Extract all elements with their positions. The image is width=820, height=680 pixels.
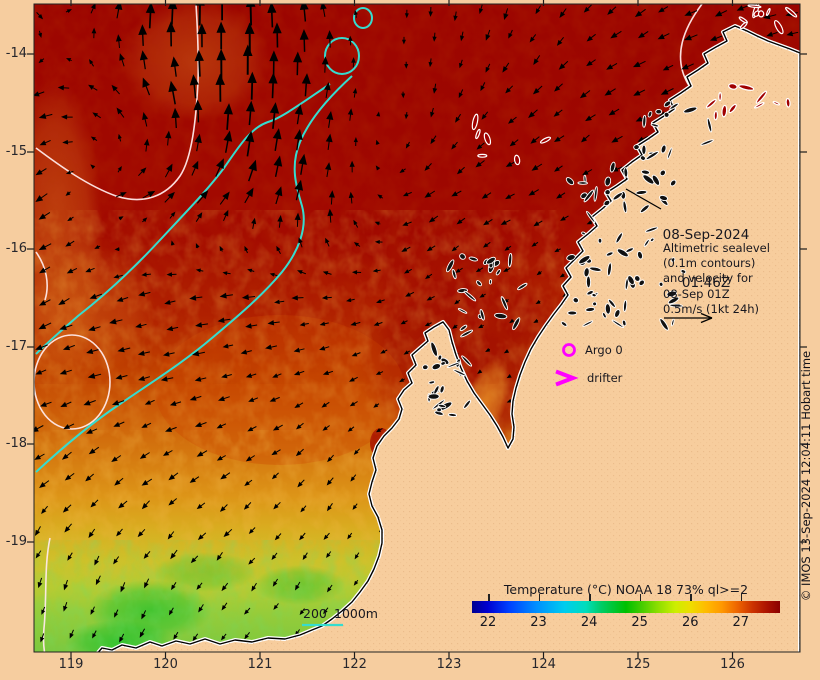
lat-tick-label: -16 bbox=[5, 241, 27, 256]
drifter-label: drifter bbox=[587, 371, 623, 385]
lat-tick-label: -14 bbox=[5, 46, 27, 61]
map-date-line2: 01:46Z bbox=[681, 275, 731, 291]
map-frame bbox=[33, 3, 801, 653]
lat-tick-label: -17 bbox=[5, 339, 27, 354]
lon-tick-label: 126 bbox=[720, 657, 745, 672]
colorbar-tickmark bbox=[740, 594, 743, 601]
map-date-annotation: 08-Sep-2024 01:46Z bbox=[636, 195, 776, 323]
copyright-note: © IMOS 13-Sep-2024 12:04:11 Hobart time bbox=[799, 350, 813, 602]
lon-tick-label: 120 bbox=[153, 657, 178, 672]
axis-ticks bbox=[27, 0, 807, 658]
lat-tick-label: -19 bbox=[5, 534, 27, 549]
colorbar-tick-label: 27 bbox=[732, 615, 750, 630]
map-date-line1: 08-Sep-2024 bbox=[662, 227, 750, 243]
isobath-legend-200: 200 bbox=[303, 606, 327, 621]
lon-tick-label: 123 bbox=[436, 657, 462, 672]
lon-tick-label: 125 bbox=[625, 657, 651, 672]
lat-tick-label: -18 bbox=[5, 436, 27, 451]
colorbar-tick-label: 25 bbox=[631, 615, 648, 630]
colorbar-tick-label: 22 bbox=[479, 615, 497, 630]
colorbar-tickmark bbox=[639, 594, 642, 601]
lon-tick-label: 122 bbox=[342, 657, 367, 672]
lat-tick-label: -15 bbox=[5, 144, 27, 159]
isobath-contours-layer bbox=[35, 7, 373, 473]
colorbar-tick-label: 24 bbox=[580, 615, 598, 630]
isobath-legend-1000: 1000m bbox=[334, 606, 378, 621]
colorbar-title: Temperature (°C) NOAA 18 73% ql>=2 bbox=[503, 582, 749, 597]
colorbar-tickmark bbox=[690, 594, 692, 601]
lon-tick-label: 119 bbox=[58, 657, 84, 672]
colorbar-gradient bbox=[472, 601, 780, 613]
lon-tick-label: 124 bbox=[531, 657, 556, 672]
map-plot-area bbox=[34, 4, 800, 652]
argo-marker-icon bbox=[562, 343, 576, 357]
colorbar-tickmark bbox=[589, 594, 591, 601]
colorbar-tickmark bbox=[488, 594, 490, 601]
islands-layer bbox=[422, 4, 798, 417]
altimetric-annotation: Altimetric sealevel (0.1m contours) and … bbox=[663, 241, 770, 316]
drifter-arrow-icon bbox=[555, 369, 579, 387]
colorbar-tick-label: 26 bbox=[681, 615, 699, 630]
date-leader-line bbox=[625, 188, 662, 210]
lon-tick-label: 121 bbox=[247, 657, 273, 672]
colorbar-tick-label: 23 bbox=[530, 615, 547, 630]
argo-label: Argo 0 bbox=[585, 343, 623, 357]
velocity-scale-arrow bbox=[664, 312, 713, 324]
colorbar-tickmark bbox=[538, 594, 541, 601]
